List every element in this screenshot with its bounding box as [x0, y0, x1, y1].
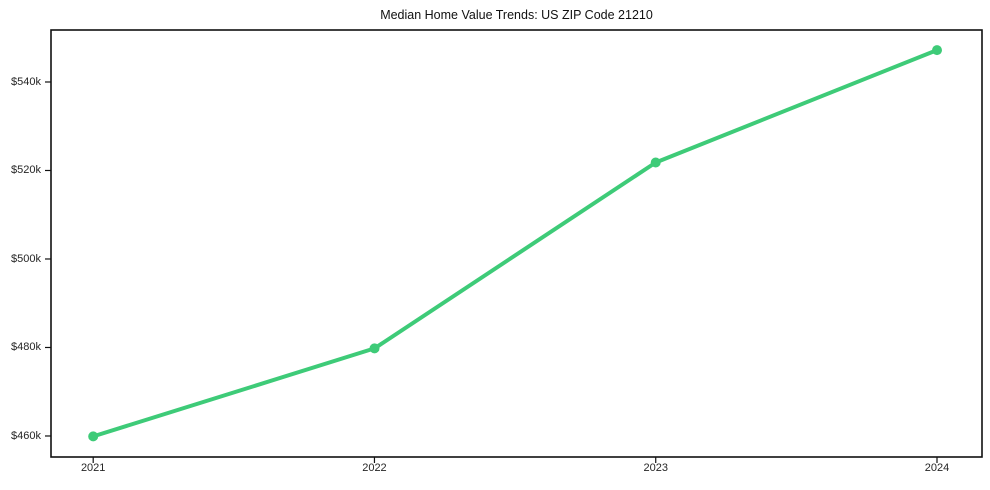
x-tick-label: 2024	[924, 462, 950, 474]
y-tick-label: $460k	[11, 429, 41, 442]
y-tick-label: $500k	[11, 252, 41, 265]
x-tick-label: 2021	[80, 462, 106, 474]
y-tick-label: $480k	[11, 341, 41, 354]
y-tick-label: $540k	[11, 75, 41, 88]
data-point-marker	[88, 431, 99, 442]
chart-title: Median Home Value Trends: US ZIP Code 21…	[380, 8, 653, 22]
data-point-marker	[369, 343, 380, 354]
series-line	[91, 48, 939, 439]
data-point-marker	[650, 157, 661, 168]
data-point-marker	[932, 45, 942, 56]
x-tick-label: 2023	[643, 462, 668, 474]
x-tick-label: 2022	[362, 462, 387, 474]
axes-spines	[50, 29, 983, 458]
y-tick-label: $520k	[11, 164, 41, 177]
